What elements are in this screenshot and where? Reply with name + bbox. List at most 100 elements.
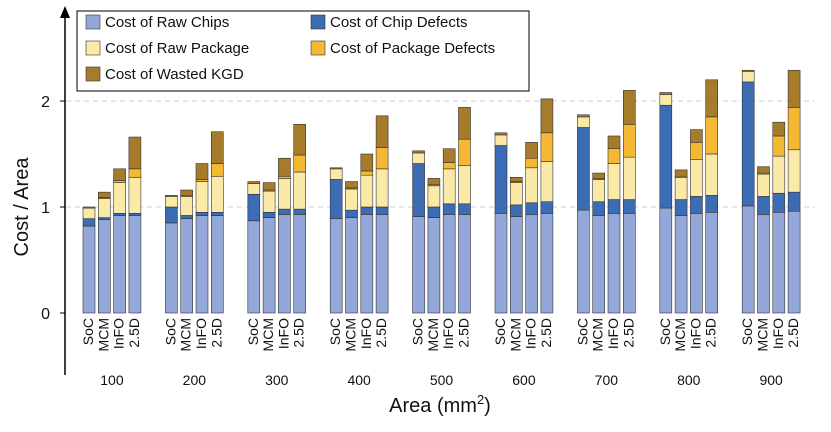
bar-segment-500-MCM-3 xyxy=(427,185,441,208)
bar-segment-100-SoC-1 xyxy=(82,225,96,314)
bar-segment-200-2.5D-1 xyxy=(211,215,224,314)
bar-segment-800-2.5D-5 xyxy=(705,79,719,118)
x-group-label: 500 xyxy=(430,372,454,388)
bar-segment-600-2.5D-2 xyxy=(540,201,554,214)
bar-segment-200-SoC-3 xyxy=(165,196,178,208)
bar-segment-600-2.5D-4 xyxy=(540,132,554,162)
bar-segment-900-2.5D-4 xyxy=(787,107,801,151)
bar-segment-300-InFO-3 xyxy=(278,178,291,210)
x-subcategory-label: MCM xyxy=(507,318,523,351)
x-subcategory-label: 2.5D xyxy=(703,318,719,348)
bar-segment-900-InFO-3 xyxy=(772,155,786,194)
x-subcategory-label: MCM xyxy=(425,318,441,351)
bar-segment-600-InFO-3 xyxy=(525,167,538,204)
bar-segment-700-MCM-5 xyxy=(592,172,606,179)
bar-segment-200-MCM-1 xyxy=(180,218,193,314)
x-subcategory-label: InFO xyxy=(770,318,786,349)
bar-segment-500-InFO-5 xyxy=(442,148,456,163)
bar-segment-800-SoC-1 xyxy=(659,207,673,314)
bar-segment-800-InFO-4 xyxy=(690,142,703,160)
bar-segment-900-MCM-2 xyxy=(757,196,770,215)
bar-segment-400-2.5D-5 xyxy=(375,115,389,148)
bar-segment-200-2.5D-3 xyxy=(211,175,224,213)
bar-segment-900-2.5D-2 xyxy=(787,191,801,212)
bar-segment-100-InFO-3 xyxy=(113,182,126,214)
bar-segment-700-MCM-1 xyxy=(592,215,606,314)
bar-segment-900-SoC-5 xyxy=(741,69,755,72)
x-subcategory-label: MCM xyxy=(95,318,111,351)
bar-segment-800-SoC-5 xyxy=(659,92,673,95)
bar-segment-900-2.5D-3 xyxy=(787,149,801,193)
bar-segment-400-InFO-3 xyxy=(360,174,374,208)
bar-segment-600-MCM-3 xyxy=(509,182,523,206)
bar-segment-700-MCM-3 xyxy=(592,179,606,203)
bar-segment-700-InFO-3 xyxy=(607,163,621,200)
bar-segment-100-MCM-2 xyxy=(98,217,111,221)
x-subcategory-label: MCM xyxy=(260,318,276,351)
bar-segment-700-InFO-2 xyxy=(607,199,621,214)
bar-segment-100-InFO-1 xyxy=(113,215,126,314)
bar-segment-500-2.5D-3 xyxy=(458,165,471,205)
x-subcategory-label: 2.5D xyxy=(126,318,142,348)
bar-segment-400-MCM-1 xyxy=(345,217,358,314)
x-subcategory-label: InFO xyxy=(687,318,703,349)
bar-segment-800-InFO-1 xyxy=(690,213,703,314)
bar-segment-300-InFO-2 xyxy=(278,208,291,215)
x-subcategory-label: SoC xyxy=(574,318,590,345)
bar-segment-500-SoC-2 xyxy=(412,163,425,217)
axes-layer: Cost / Area Area (mm2) xyxy=(11,6,491,417)
x-group-label: 200 xyxy=(183,372,207,388)
x-subcategory-label: InFO xyxy=(605,318,621,349)
legend-swatch-5 xyxy=(85,66,101,82)
x-group-label: 300 xyxy=(265,372,289,388)
bar-segment-400-InFO-2 xyxy=(360,206,374,215)
bar-segment-200-MCM-5 xyxy=(180,189,193,196)
bar-segment-400-SoC-1 xyxy=(329,218,343,314)
legend-swatch-2 xyxy=(310,14,326,30)
bar-segment-600-InFO-5 xyxy=(525,142,538,159)
legend-label-4: Cost of Package Defects xyxy=(330,40,495,57)
x-group-label: 900 xyxy=(759,372,783,388)
bar-segment-800-2.5D-4 xyxy=(705,116,719,155)
bar-segment-900-2.5D-1 xyxy=(787,210,801,314)
bar-segment-900-SoC-1 xyxy=(741,205,755,314)
x-axis-title-main: Area (mm xyxy=(389,395,477,417)
bar-segment-900-MCM-3 xyxy=(757,173,770,197)
bar-segment-200-InFO-1 xyxy=(195,215,209,314)
bar-segment-500-InFO-3 xyxy=(442,168,456,205)
bars-layer xyxy=(82,69,801,314)
bar-segment-300-2.5D-3 xyxy=(293,171,307,210)
bar-segment-700-SoC-2 xyxy=(577,127,590,211)
bar-segment-500-InFO-2 xyxy=(442,203,456,215)
x-subcategory-label: 2.5D xyxy=(373,318,389,348)
legend-swatch-4 xyxy=(310,40,326,56)
bar-segment-500-SoC-1 xyxy=(412,216,425,314)
bar-segment-200-2.5D-4 xyxy=(211,163,224,177)
bar-segment-700-2.5D-5 xyxy=(622,90,636,125)
bar-segment-800-SoC-2 xyxy=(659,104,673,209)
bar-segment-100-InFO-4 xyxy=(113,180,126,183)
bar-segment-300-InFO-1 xyxy=(278,214,291,314)
bar-segment-600-2.5D-5 xyxy=(540,98,554,134)
bar-segment-600-MCM-5 xyxy=(509,177,523,182)
bar-segment-200-2.5D-2 xyxy=(211,212,224,216)
x-subcategory-label: InFO xyxy=(440,318,456,349)
bar-segment-200-SoC-5 xyxy=(165,195,178,197)
bar-segment-500-2.5D-2 xyxy=(458,203,471,215)
x-group-label: 600 xyxy=(512,372,536,388)
bar-segment-600-MCM-2 xyxy=(509,204,523,217)
y-tick-label: 1 xyxy=(41,200,50,217)
bar-segment-800-InFO-2 xyxy=(690,196,703,214)
bar-segment-300-MCM-3 xyxy=(262,190,276,213)
bar-segment-100-MCM-1 xyxy=(98,219,111,314)
y-tick-label: 2 xyxy=(41,94,50,111)
bar-segment-300-MCM-5 xyxy=(262,182,276,191)
x-subcategory-label: InFO xyxy=(523,318,539,349)
bar-segment-500-MCM-2 xyxy=(427,206,441,218)
x-group-label: 400 xyxy=(347,372,371,388)
legend-frame xyxy=(76,10,530,92)
bar-segment-900-InFO-2 xyxy=(772,192,786,213)
bar-segment-900-SoC-2 xyxy=(741,81,755,207)
x-subcategory-label: SoC xyxy=(162,318,178,345)
